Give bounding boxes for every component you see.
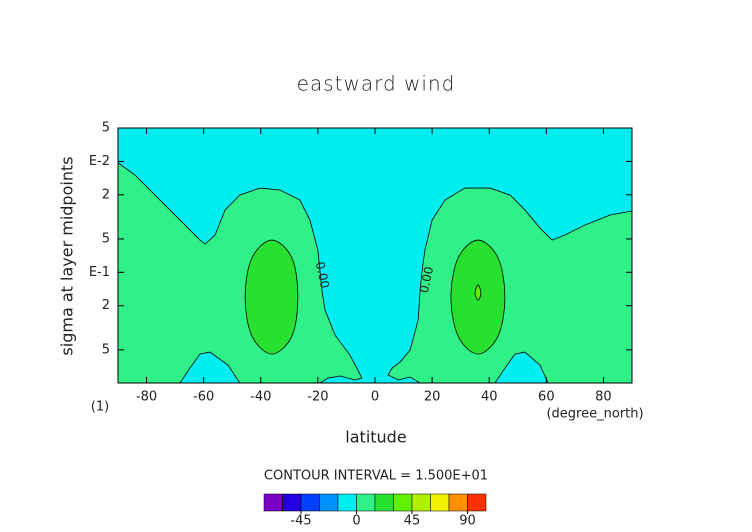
y-tick-label: E-1 [89, 265, 110, 280]
x-units: (degree_north) [546, 407, 643, 422]
x-tick-label: -20 [307, 390, 328, 405]
colorbar-segment [411, 493, 431, 512]
y-units: (1) [91, 400, 109, 415]
x-tick-label: 20 [424, 390, 441, 405]
contour-region [387, 187, 632, 383]
y-tick-label: 2 [102, 187, 110, 202]
contour-region [244, 239, 299, 355]
x-axis-label: latitude [345, 428, 406, 447]
colorbar-segment [467, 493, 487, 512]
colorbar-tick-label: 45 [404, 514, 421, 529]
colorbar-segment [282, 493, 302, 512]
contour-region [474, 284, 482, 301]
axes: -80 -60 -40 -20 0 20 40 60 80 5 E-2 2 5 E-1 2 5 -45 0 45 90 [89, 121, 633, 529]
x-tick-label: 60 [538, 390, 555, 405]
colorbar-tick-label: -45 [290, 514, 311, 529]
colorbar-segment [356, 493, 376, 512]
colorbar-segment [393, 493, 413, 512]
contour-region [118, 162, 363, 383]
y-tick-label: 2 [102, 298, 110, 313]
plot-area: 0.00 0.00 [118, 128, 632, 383]
x-tick-label: -60 [193, 390, 214, 405]
x-tick-label: -80 [136, 390, 157, 405]
colorbar-tick-label: 90 [459, 514, 476, 529]
contour-interval: CONTOUR INTERVAL = 1.500E+01 [264, 469, 488, 484]
colorbar-segment [263, 493, 283, 512]
colorbar-segment [430, 493, 450, 512]
contour-label: 0.00 [313, 260, 332, 289]
colorbar-segment [448, 493, 468, 512]
y-tick-label: 5 [102, 231, 110, 246]
contour-label: 0.00 [417, 265, 436, 294]
colorbar-segment [319, 493, 339, 512]
x-tick-label: -40 [250, 390, 271, 405]
y-tick-label: 5 [102, 342, 110, 357]
x-tick-label: 80 [595, 390, 612, 405]
x-tick-label: 0 [371, 390, 379, 405]
colorbar-segment [300, 493, 320, 512]
y-tick-label: E-2 [89, 154, 110, 169]
colorbar-segment [374, 493, 394, 512]
chart-title: eastward wind [297, 72, 456, 96]
x-tick-label: 40 [481, 390, 498, 405]
colorbar-tick-label: 0 [352, 514, 360, 529]
y-axis-label: sigma at layer midpoints [58, 156, 77, 355]
colorbar-segment [337, 493, 357, 512]
y-tick-label: 5 [102, 121, 110, 136]
